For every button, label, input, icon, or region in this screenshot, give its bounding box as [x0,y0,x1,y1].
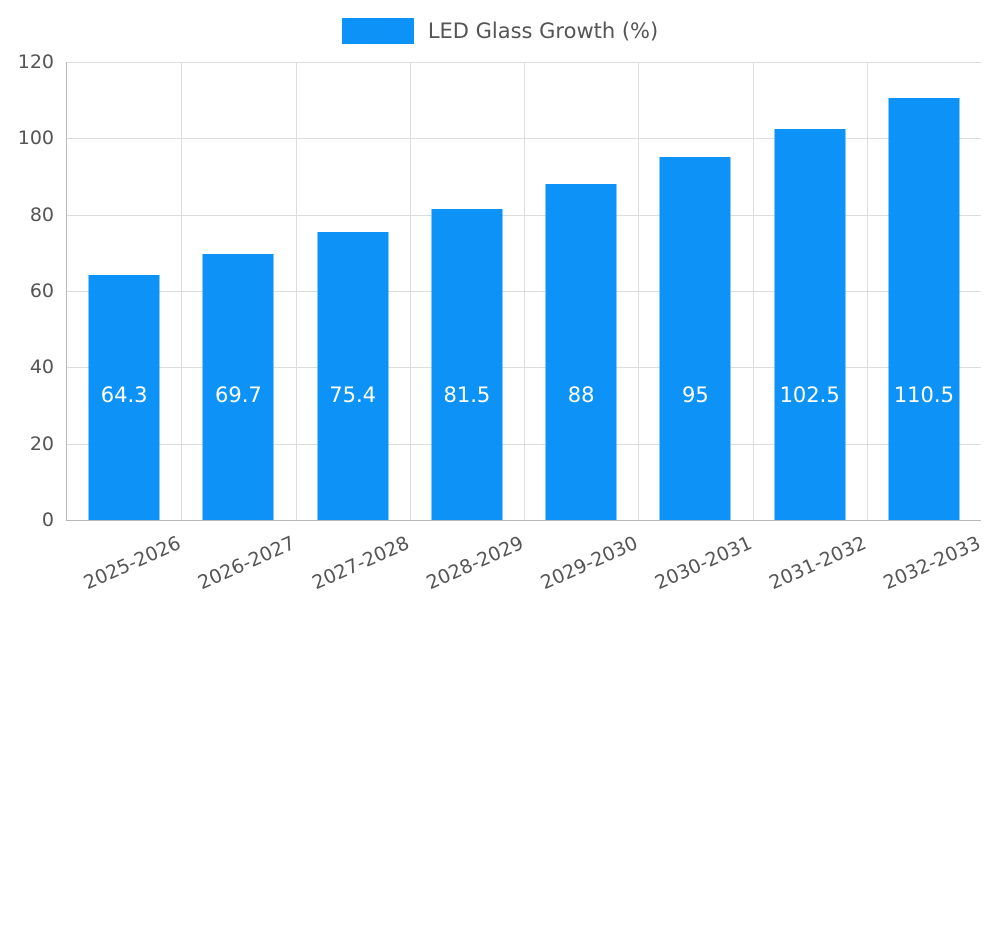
y-axis-tick-label: 100 [17,127,54,150]
y-axis-tick-label: 0 [41,509,54,531]
y-axis-tick-label: 20 [29,432,54,455]
bar-value-label: 81.5 [443,383,491,407]
vertical-gridline [296,62,297,520]
legend-item-led-glass-growth[interactable]: LED Glass Growth (%) [341,18,659,44]
bar[interactable]: 102.5 [774,128,846,520]
bar-slot: 88 [524,62,638,520]
y-axis-tick-label: 40 [29,356,54,379]
bar-value-label: 110.5 [893,383,954,407]
y-axis-tick-label: 60 [29,280,54,302]
bar[interactable]: 95 [659,157,731,520]
legend-label: LED Glass Growth (%) [427,19,659,43]
vertical-gridline [638,62,639,520]
bar-value-label: 95 [682,383,709,407]
bar-slot: 95 [638,62,752,520]
vertical-gridline [524,62,525,520]
bar-slot: 69.7 [181,62,295,520]
bar[interactable]: 88 [545,184,617,520]
bar-value-label: 64.3 [100,383,148,407]
bar-slot: 110.5 [867,62,981,520]
chart-legend: LED Glass Growth (%) [0,14,1000,48]
plot-area: 64.3 69.7 75.4 81.5 88 95 102.5 110.5 [66,62,981,521]
vertical-gridline [867,62,868,520]
bar-value-label: 75.4 [329,383,377,407]
bar-slot: 81.5 [410,62,524,520]
bar-slot: 102.5 [753,62,867,520]
bar[interactable]: 69.7 [202,253,274,520]
bar[interactable]: 75.4 [317,232,389,520]
bar-value-label: 88 [567,383,595,407]
vertical-gridline [410,62,411,520]
y-axis-tick-label: 80 [29,203,54,226]
bar-series: 64.3 69.7 75.4 81.5 88 95 102.5 110.5 [67,62,981,520]
bar[interactable]: 110.5 [888,98,960,520]
legend-swatch-icon [341,18,414,44]
bar-value-label: 102.5 [779,383,840,407]
bar-slot: 64.3 [67,62,181,520]
vertical-gridline [753,62,754,520]
y-axis-tick-label: 120 [17,51,54,73]
bar-value-label: 69.7 [214,383,262,407]
bar[interactable]: 81.5 [431,208,503,520]
bar-chart: LED Glass Growth (%) 64.3 69.7 75.4 81.5 88 9… [0,14,1000,594]
vertical-gridline [181,62,182,520]
bar[interactable]: 64.3 [88,274,160,520]
bar-slot: 75.4 [296,62,410,520]
